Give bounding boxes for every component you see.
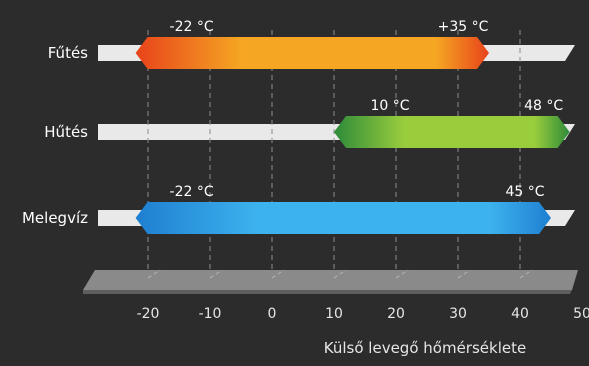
x-axis-title: Külső levegő hőmérséklete [324,339,526,357]
label-layer: Fűtés Hűtés Melegvíz -22 °C +35 °C 10 °C 48 °C… [22,19,563,227]
x-tick-label: -10 [199,306,222,322]
x-tick-label: 30 [449,306,467,322]
x-tick-label: 20 [387,306,405,322]
grid-line-platform [519,269,533,279]
axis-platform-layer [83,270,578,294]
x-tick-label: 10 [325,306,343,322]
x-tick-label: 0 [268,306,277,322]
grid-line-platform [271,269,285,279]
x-tick-label: 40 [511,306,529,322]
x-tick-label: 50 [573,306,589,322]
tick-layer: -20 -10 0 10 20 30 40 50 [137,306,589,322]
category-label: Melegvíz [22,209,88,227]
x-tick-label: -20 [137,306,160,322]
range-min-label: -22 °C [170,184,214,200]
grid-line-platform [209,269,223,279]
range-layer [135,37,570,234]
grid-line-platform [457,269,471,279]
grid-layer [147,30,533,279]
axis-platform-edge [83,290,572,294]
range-max-label: +35 °C [438,19,489,35]
range-bar [334,116,570,148]
category-label: Hűtés [44,123,88,141]
range-max-label: 45 °C [505,184,544,200]
category-label: Fűtés [48,44,88,62]
range-max-label: 48 °C [524,98,563,114]
grid-line-platform [333,269,347,279]
range-bar [135,202,551,234]
grid-line-platform [147,269,161,279]
range-bar [135,37,489,69]
range-min-label: 10 °C [370,98,409,114]
grid-line-platform [395,269,409,279]
axis-platform [83,270,578,290]
range-min-label: -22 °C [170,19,214,35]
